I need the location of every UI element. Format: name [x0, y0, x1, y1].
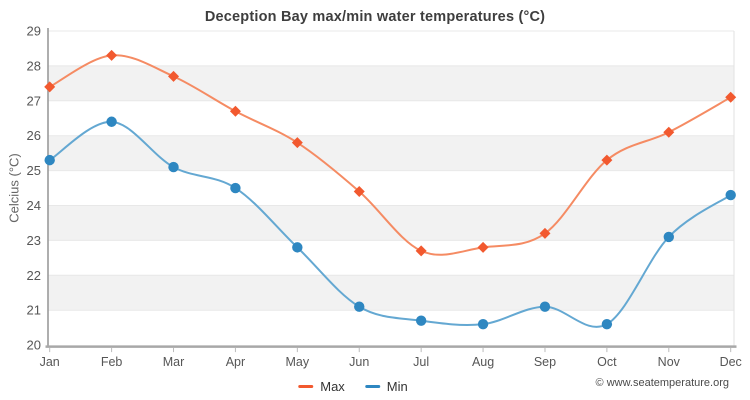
- min-point-Sep[interactable]: [539, 301, 551, 312]
- y-axis-label: 21: [27, 303, 41, 318]
- max-point-Jul[interactable]: [415, 245, 427, 257]
- min-point-Oct[interactable]: [601, 318, 613, 330]
- min-series-swatch-icon: [364, 385, 380, 388]
- legend-label-min: Min: [386, 379, 408, 394]
- x-axis-label: Mar: [163, 355, 185, 369]
- y-axis-label: 25: [27, 163, 41, 178]
- plot-band: [48, 275, 734, 311]
- x-axis-label: Jan: [40, 355, 60, 369]
- max-point-Jan[interactable]: [44, 81, 56, 93]
- max-point-Nov[interactable]: [663, 126, 675, 138]
- min-point-Nov[interactable]: [663, 231, 674, 243]
- max-point-May[interactable]: [291, 137, 303, 149]
- x-axis-label: Oct: [597, 355, 617, 369]
- y-axis-label: 22: [27, 268, 41, 283]
- min-point-Jan[interactable]: [44, 154, 55, 166]
- max-point-Sep[interactable]: [539, 227, 551, 239]
- max-point-Oct[interactable]: [601, 154, 613, 166]
- max-point-Dec[interactable]: [725, 91, 737, 103]
- min-point-Apr[interactable]: [230, 182, 241, 194]
- min-point-Feb[interactable]: [106, 116, 117, 127]
- min-point-Dec[interactable]: [725, 189, 736, 201]
- x-axis-label: Sep: [534, 355, 556, 369]
- x-axis-label: Dec: [720, 355, 742, 369]
- y-axis-label: 20: [27, 338, 41, 353]
- x-axis-label: Aug: [472, 355, 494, 369]
- x-axis-label: Feb: [101, 355, 123, 369]
- plot-band: [48, 65, 734, 101]
- max-point-Aug[interactable]: [477, 241, 489, 253]
- chart-title: Deception Bay max/min water temperatures…: [204, 9, 546, 25]
- min-point-Jul[interactable]: [415, 315, 427, 326]
- max-point-Mar[interactable]: [168, 70, 180, 82]
- x-axis-label: Jul: [413, 355, 429, 369]
- y-axis-label: 24: [27, 198, 41, 213]
- min-point-May[interactable]: [292, 242, 303, 253]
- min-point-Mar[interactable]: [168, 161, 179, 173]
- max-point-Apr[interactable]: [229, 105, 241, 117]
- legend: Max Min: [298, 379, 408, 394]
- y-axis-label: 27: [27, 93, 41, 108]
- x-axis-label: Nov: [658, 355, 681, 369]
- plot-band: [48, 205, 734, 241]
- legend-item-max[interactable]: Max: [298, 379, 345, 394]
- legend-label-max: Max: [320, 379, 345, 394]
- x-axis-label: Apr: [226, 355, 245, 369]
- min-point-Jun[interactable]: [354, 301, 365, 312]
- copyright-link[interactable]: © www.seatemperature.org: [595, 377, 729, 389]
- y-axis-label: 28: [27, 58, 41, 73]
- y-axis-label: 26: [27, 128, 41, 143]
- min-series-line: [48, 120, 732, 328]
- x-axis-label: May: [286, 355, 310, 369]
- max-point-Feb[interactable]: [106, 49, 118, 61]
- min-point-Aug[interactable]: [477, 318, 489, 330]
- y-axis-label: 23: [27, 233, 41, 248]
- y-axis-label: 29: [27, 24, 41, 39]
- plot-band: [48, 135, 734, 171]
- max-point-Jun[interactable]: [353, 186, 365, 198]
- legend-item-min[interactable]: Min: [364, 379, 408, 394]
- max-series-swatch-icon: [298, 385, 314, 388]
- x-axis-label: Jun: [349, 355, 369, 369]
